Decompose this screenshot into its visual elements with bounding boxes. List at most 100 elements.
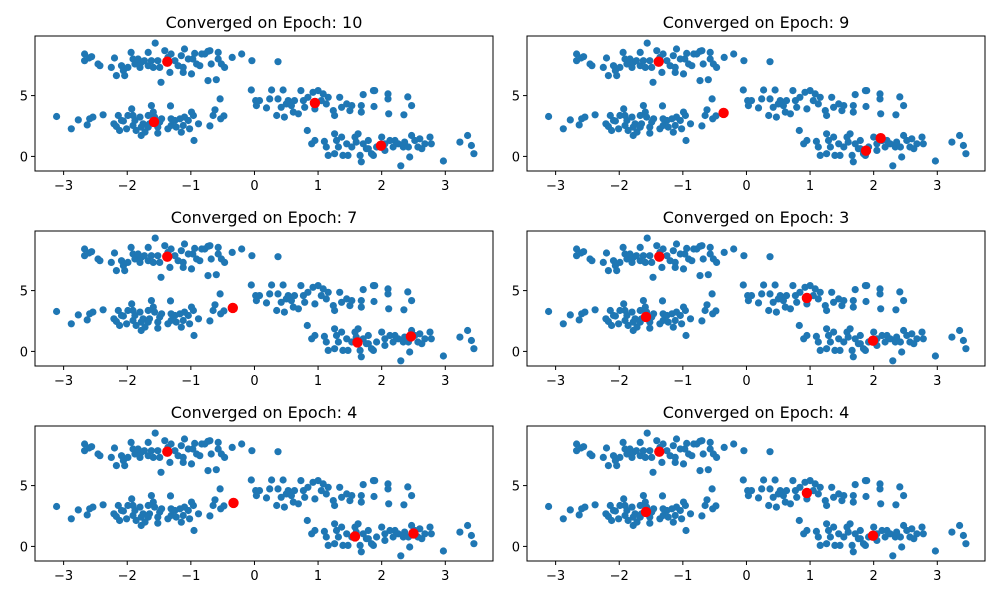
data-point: [836, 541, 844, 550]
data-point: [754, 299, 763, 307]
data-point: [615, 515, 623, 523]
data-point: [332, 331, 341, 340]
data-point: [831, 541, 839, 550]
data-point: [371, 282, 379, 290]
data-point: [962, 150, 970, 158]
data-point: [301, 103, 309, 111]
data-point: [221, 453, 229, 461]
data-point: [795, 321, 803, 330]
data-point: [878, 526, 886, 535]
data-point: [681, 250, 689, 258]
data-point: [179, 258, 187, 266]
x-tick-label: 2: [378, 179, 386, 194]
data-point: [179, 121, 187, 130]
data-point: [121, 267, 129, 275]
data-point: [851, 91, 859, 99]
data-point: [426, 133, 434, 141]
data-point: [629, 513, 637, 521]
axes-frame: [526, 425, 986, 562]
data-point: [408, 102, 416, 110]
data-point: [893, 528, 901, 536]
y-tick-label: 5: [20, 90, 28, 105]
data-point: [814, 295, 822, 303]
data-point: [277, 298, 285, 306]
data-point: [268, 281, 276, 289]
data-point: [816, 346, 824, 354]
data-point: [331, 345, 339, 353]
data-point: [384, 285, 392, 293]
data-point: [89, 503, 97, 511]
data-point: [179, 316, 187, 325]
data-point: [588, 452, 596, 460]
data-point: [898, 153, 906, 161]
data-point: [187, 70, 196, 78]
data-point: [678, 515, 686, 523]
data-point: [128, 495, 136, 503]
data-point: [863, 282, 871, 290]
data-point: [849, 102, 857, 110]
data-point: [262, 299, 271, 307]
data-point: [248, 447, 256, 455]
data-point: [144, 438, 152, 446]
data-point: [147, 297, 155, 305]
data-point: [167, 440, 175, 448]
data-point: [648, 258, 656, 266]
data-point: [591, 111, 599, 119]
y-tick-label: 0: [512, 150, 520, 165]
data-point: [581, 308, 589, 316]
data-point: [209, 306, 217, 315]
data-point: [88, 53, 96, 61]
centroid-marker: [654, 446, 665, 457]
x-tick-label: −1: [673, 569, 692, 584]
data-point: [357, 158, 365, 166]
data-point: [893, 138, 901, 146]
data-point: [758, 290, 766, 298]
data-point: [575, 316, 583, 324]
data-point: [823, 520, 831, 528]
data-point: [147, 492, 155, 500]
data-point: [876, 485, 884, 493]
data-point: [896, 93, 904, 101]
data-point: [823, 111, 831, 120]
data-point: [378, 133, 386, 141]
data-point: [676, 116, 684, 125]
data-point: [194, 315, 203, 323]
data-point: [812, 332, 821, 340]
data-point: [336, 93, 344, 101]
data-point: [699, 255, 707, 263]
data-point: [357, 108, 365, 116]
data-point: [806, 282, 814, 290]
data-point: [297, 87, 305, 95]
x-tick-label: −2: [610, 569, 629, 584]
data-point: [632, 252, 641, 260]
data-point: [646, 252, 654, 260]
data-point: [189, 250, 197, 258]
subplot: Converged on Epoch: 3 −3 −2 −1 0 1 2 3 0 5: [512, 208, 986, 389]
data-point: [676, 311, 684, 320]
data-point: [616, 258, 624, 266]
data-point: [683, 439, 691, 447]
data-point: [919, 530, 927, 538]
data-point: [803, 105, 811, 113]
data-point: [856, 340, 864, 348]
data-point: [354, 130, 362, 138]
data-point: [439, 352, 447, 360]
data-point: [238, 245, 246, 253]
data-point: [678, 320, 686, 328]
data-point: [334, 533, 342, 541]
data-point: [931, 157, 940, 165]
centroid-marker: [309, 97, 321, 109]
centroid-marker: [640, 311, 652, 323]
x-tick-label: −3: [546, 374, 565, 389]
data-point: [706, 438, 714, 446]
data-point: [190, 136, 198, 145]
data-point: [179, 453, 187, 461]
data-point: [641, 453, 649, 461]
plot-area: [53, 429, 478, 560]
data-point: [124, 63, 132, 71]
data-point: [290, 292, 299, 300]
data-point: [918, 133, 926, 141]
data-point: [581, 113, 589, 121]
data-point: [613, 462, 621, 470]
data-point: [766, 95, 774, 103]
